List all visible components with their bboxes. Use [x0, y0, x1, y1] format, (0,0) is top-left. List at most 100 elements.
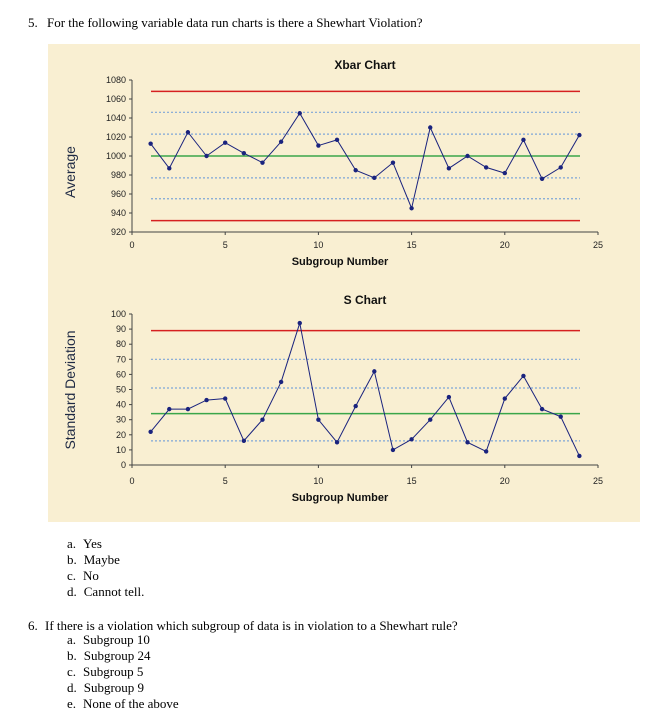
chart-2-data-point: [167, 406, 172, 412]
chart-2-y-tick-label: 60: [116, 369, 126, 379]
chart-2-y-tick-label: 0: [121, 460, 126, 470]
chart-2-data-point: [297, 320, 302, 326]
chart-1-data-point: [223, 140, 228, 145]
option-text: Maybe: [83, 552, 120, 567]
option-letter: e.: [67, 696, 77, 711]
chart-1-x-tick-label: 5: [223, 240, 228, 250]
chart-2-data-point: [558, 414, 563, 419]
chart-2-data-point: [353, 403, 358, 409]
question-6-option: b. Subgroup 24: [67, 648, 151, 664]
option-letter: a.: [67, 632, 77, 647]
chart-1-data-point: [446, 166, 452, 171]
chart-2-x-tick-label: 10: [313, 476, 323, 486]
chart-2-data-point: [241, 438, 247, 444]
chart-1-x-tick-label: 0: [129, 240, 134, 250]
chart-1-data-point: [185, 130, 191, 135]
chart-2-data-point: [409, 437, 414, 442]
chart-1-data-point: [334, 137, 340, 143]
option-text: Subgroup 24: [83, 648, 151, 663]
chart-panel: [48, 44, 640, 522]
option-text: Cannot tell.: [83, 584, 145, 599]
chart-2-y-tick-label: 30: [116, 415, 126, 425]
chart-2-data-point: [260, 417, 265, 422]
option-letter: d.: [67, 680, 77, 695]
chart-2-data-point: [223, 396, 228, 401]
option-letter: c.: [67, 568, 77, 583]
option-text: None of the above: [83, 696, 179, 711]
chart-1-y-tick-label: 940: [111, 208, 126, 218]
chart-2-x-tick-label: 20: [500, 476, 510, 486]
chart-1-data-point: [241, 150, 247, 156]
chart-1-y-tick-label: 1000: [106, 151, 126, 161]
chart-2-data-point: [428, 417, 433, 422]
question-6: 6. If there is a violation which subgrou…: [28, 618, 458, 634]
option-text: Subgroup 10: [83, 632, 150, 647]
option-text: No: [83, 568, 99, 583]
option-letter: b.: [67, 648, 77, 663]
chart-2-data-point: [521, 373, 526, 379]
chart-1-x-tick-label: 25: [593, 240, 603, 250]
chart-2-x-tick-label: 25: [593, 476, 603, 486]
chart-1-y-tick-label: 920: [111, 227, 126, 237]
chart-1-data-point: [148, 141, 153, 146]
chart-1-x-tick-label: 10: [313, 240, 323, 250]
chart-1-data-point: [260, 160, 265, 165]
chart-2-data-point: [185, 406, 191, 412]
question-6-option: d. Subgroup 9: [67, 680, 144, 696]
chart-2-data-point: [539, 406, 545, 412]
chart-1-data-point: [278, 139, 284, 144]
chart-1-y-axis-title: Average: [62, 146, 78, 198]
option-letter: a.: [67, 536, 77, 551]
chart-2-y-tick-label: 50: [116, 385, 126, 395]
option-letter: d.: [67, 584, 77, 599]
chart-1-data-point: [465, 153, 470, 159]
question-6-text: If there is a violation which subgroup o…: [45, 618, 458, 633]
chart-2-y-axis-title: Standard Deviation: [62, 330, 78, 449]
chart-1-data-point: [204, 153, 209, 159]
chart-1-x-tick-label: 20: [500, 240, 510, 250]
chart-2-series-line: [150, 322, 580, 457]
chart-2-data-point: [278, 379, 284, 385]
chart-1-data-point: [297, 111, 302, 116]
chart-2-y-tick-label: 20: [116, 430, 126, 440]
question-5-option: d. Cannot tell.: [67, 584, 144, 600]
chart-1-y-tick-label: 980: [111, 170, 126, 180]
chart-1-data-point: [409, 206, 414, 211]
chart-1-data-point: [353, 168, 358, 173]
chart-1-y-tick-label: 1080: [106, 75, 126, 85]
chart-1-series-line: [150, 112, 580, 210]
question-6-number: 6.: [28, 618, 38, 633]
chart-1-data-point: [502, 170, 507, 176]
option-letter: b.: [67, 552, 77, 567]
chart-1-title: Xbar Chart: [334, 58, 395, 72]
chart-1-y-tick-label: 1060: [106, 94, 126, 104]
option-text: Subgroup 9: [83, 680, 145, 695]
chart-2-x-tick-label: 5: [223, 476, 228, 486]
chart-2-x-axis-title: Subgroup Number: [292, 492, 389, 504]
question-5-text: For the following variable data run char…: [47, 15, 423, 30]
chart-2-data-point: [372, 369, 377, 374]
chart-1-data-point: [539, 176, 545, 181]
question-6-option: e. None of the above: [67, 696, 179, 712]
question-5: 5. For the following variable data run c…: [28, 15, 423, 31]
chart-2-y-tick-label: 10: [116, 445, 126, 455]
chart-2-data-point: [334, 440, 340, 445]
chart-2-x-tick-label: 15: [407, 476, 417, 486]
chart-1-data-point: [577, 132, 582, 138]
chart-1-y-tick-label: 1020: [106, 132, 126, 142]
chart-2-x-tick-label: 0: [129, 476, 134, 486]
chart-1-data-point: [372, 175, 377, 181]
chart-2-data-point: [483, 449, 489, 454]
chart-2-y-tick-label: 70: [116, 354, 126, 364]
option-text: Yes: [83, 536, 102, 551]
chart-1-data-point: [558, 165, 563, 170]
chart-1-y-tick-label: 1040: [106, 113, 126, 123]
chart-1-data-point: [390, 160, 396, 165]
chart-1-data-point: [483, 165, 489, 170]
question-6-option: c. Subgroup 5: [67, 664, 143, 680]
chart-2-y-tick-label: 90: [116, 324, 126, 334]
question-6-option: a. Subgroup 10: [67, 632, 150, 648]
question-5-number: 5.: [28, 15, 38, 30]
chart-2-data-point: [502, 396, 507, 401]
